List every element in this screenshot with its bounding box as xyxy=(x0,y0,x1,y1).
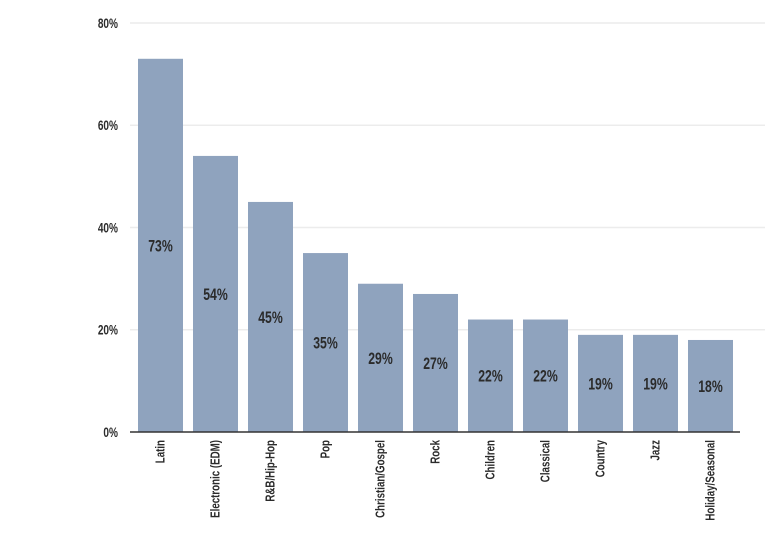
bar xyxy=(193,155,238,433)
bar xyxy=(633,334,678,432)
x-tick-label: Pop xyxy=(319,440,332,459)
data-label: 54% xyxy=(203,286,227,304)
bar xyxy=(523,319,568,432)
x-tick-label: Holiday/Seasonal xyxy=(704,440,717,521)
y-tick-label: 40% xyxy=(98,220,118,236)
bar xyxy=(468,319,513,432)
x-tick-label: Latin xyxy=(154,440,167,463)
bar xyxy=(688,339,733,432)
data-label: 73% xyxy=(148,238,172,256)
bar xyxy=(248,201,293,432)
data-label: 29% xyxy=(368,350,392,368)
data-label: 45% xyxy=(258,309,282,327)
y-tick-label: 0% xyxy=(103,424,118,440)
bar xyxy=(303,253,348,432)
x-tick-label: Jazz xyxy=(649,440,662,461)
x-tick-label: R&B/Hip-Hop xyxy=(264,440,277,502)
data-label: 19% xyxy=(643,376,667,394)
x-tick-label: Electronic (EDM) xyxy=(209,440,222,518)
data-label: 22% xyxy=(478,368,502,386)
x-tick-label: Country xyxy=(594,439,607,477)
data-label: 22% xyxy=(533,368,557,386)
x-tick-label: Classical xyxy=(539,440,552,482)
y-tick-label: 80% xyxy=(98,15,118,31)
bar xyxy=(138,58,183,432)
bar xyxy=(578,334,623,432)
bar xyxy=(413,293,458,432)
x-tick-label: Christian/Gospel xyxy=(374,440,387,518)
data-label: 19% xyxy=(588,376,612,394)
x-tick-label: Rock xyxy=(429,439,442,463)
x-tick-label: Children xyxy=(484,440,497,480)
data-label: 35% xyxy=(313,335,337,353)
data-label: 27% xyxy=(423,355,447,373)
y-tick-label: 60% xyxy=(98,118,118,134)
y-tick-label: 20% xyxy=(98,322,118,338)
bar xyxy=(358,283,403,432)
data-label: 18% xyxy=(698,378,722,396)
